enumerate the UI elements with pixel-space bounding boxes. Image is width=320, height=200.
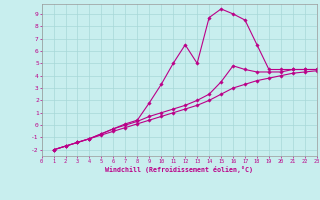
X-axis label: Windchill (Refroidissement éolien,°C): Windchill (Refroidissement éolien,°C) (105, 166, 253, 173)
